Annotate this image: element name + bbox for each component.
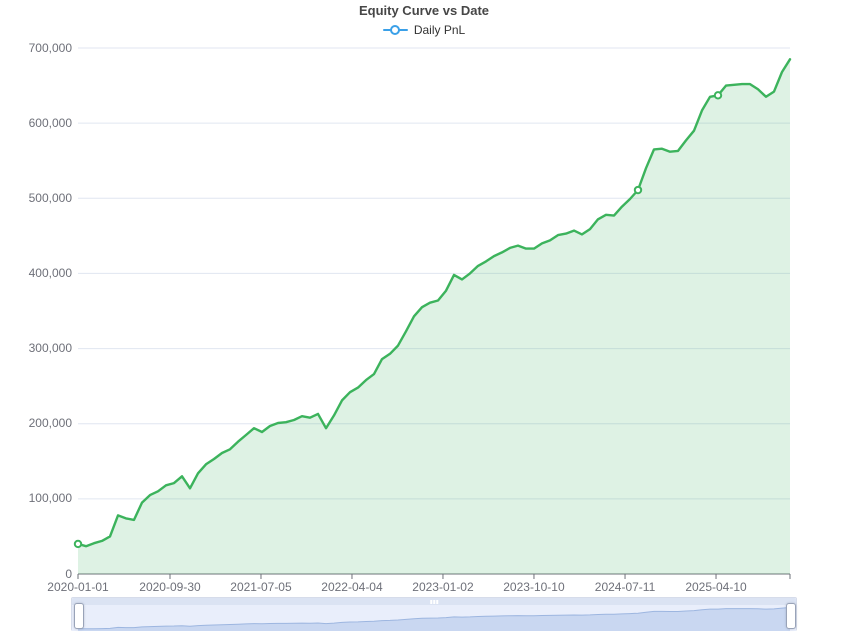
x-axis-tick-label: 2025-04-10 [685,580,747,594]
y-axis-tick-label: 500,000 [28,190,72,205]
x-axis-tick-label: 2022-04-04 [321,580,383,594]
legend-item-daily-pnl[interactable]: Daily PnL [382,23,466,37]
plot-area [73,47,792,579]
x-axis-tick-label: 2021-07-05 [230,580,292,594]
chart-title: Equity Curve vs Date [358,3,490,18]
x-axis-tick-label: 2020-01-01 [47,580,109,594]
x-axis-tick-label: 2023-01-02 [412,580,474,594]
datazoom-mini-chart [78,607,790,631]
y-axis-tick-label: 200,000 [28,416,72,431]
x-axis-tick-label: 2020-09-30 [139,580,201,594]
x-axis-tick-label: 2024-07-11 [594,580,656,594]
y-axis-tick-label: 0 [65,566,72,581]
y-axis-tick-label: 400,000 [28,265,72,280]
line-circle-legend-icon [382,25,408,35]
datazoom-slider[interactable] [71,597,797,631]
y-axis-tick-label: 300,000 [28,341,72,356]
datazoom-background[interactable] [72,605,796,631]
y-axis-tick-label: 700,000 [28,40,72,55]
datazoom-right-handle[interactable] [786,603,796,629]
legend-label: Daily PnL [413,23,466,37]
y-axis-tick-label: 600,000 [28,115,72,130]
datazoom-left-handle[interactable] [74,603,84,629]
datazoom-grip-icon [430,599,438,604]
datazoom-move-handle[interactable] [72,598,796,605]
y-axis-tick-label: 100,000 [28,491,72,506]
equity-curve-svg [73,47,792,579]
legend: Daily PnL [0,23,848,37]
x-axis-tick-label: 2023-10-10 [503,580,565,594]
